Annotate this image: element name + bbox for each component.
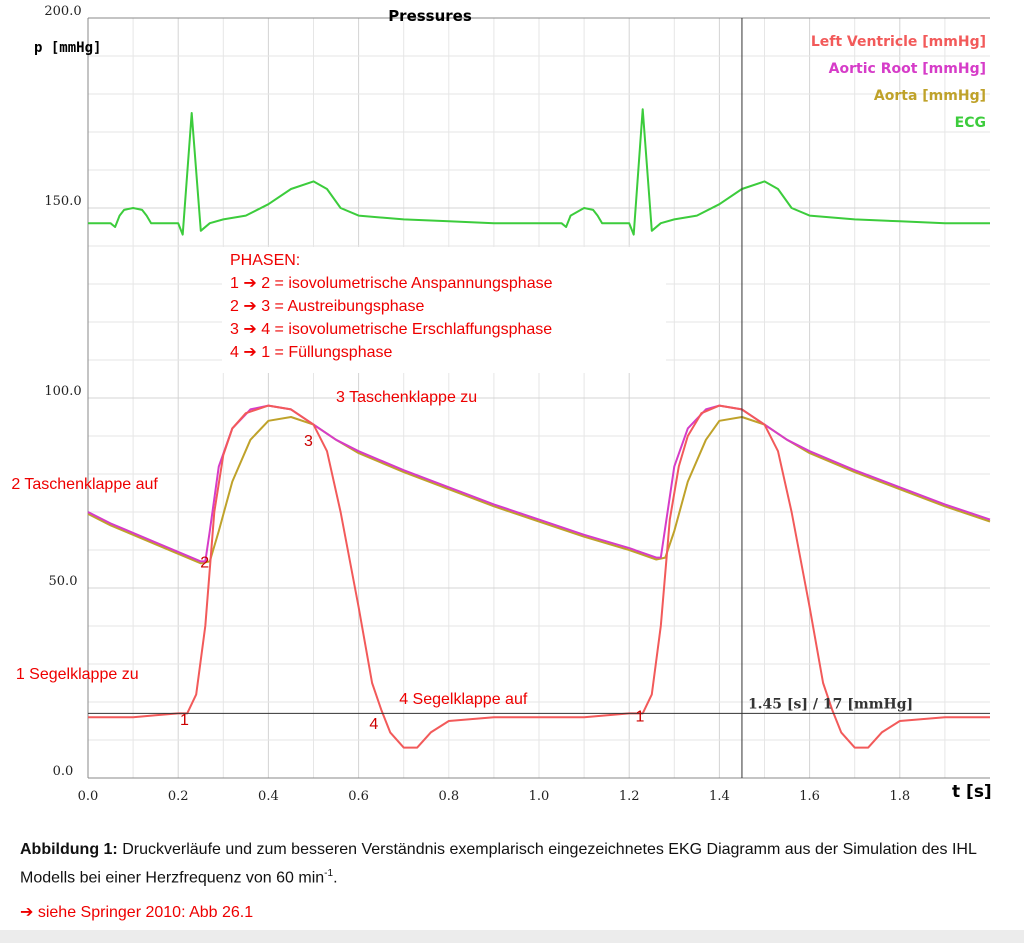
chart-title: Pressures xyxy=(388,7,472,25)
legend-entry: Aorta [mmHg] xyxy=(874,88,986,104)
chart-series xyxy=(87,108,991,749)
axis-ticks: 0.0 0.2 0.4 0.6 0.8 1.0 1.2 1.4 1.6 1.8 0.0 50.0 100… xyxy=(44,4,910,804)
chart-grid xyxy=(87,17,990,779)
phases-annotation-box: PHASEN: 1 ➔ 2 = isovolumetrische Anspannu… xyxy=(222,247,666,373)
legend-entry: Left Ventricle [mmHg] xyxy=(811,34,986,50)
y-axis-label: p [mmHg] xyxy=(34,40,101,56)
annotation-label: 2 Taschenklappe auf xyxy=(11,476,158,493)
annotation-label: 3 Taschenklappe zu xyxy=(336,389,477,406)
x-tick-label: 1.6 xyxy=(799,789,820,804)
phase-item: 3 ➔ 4 = isovolumetrische Erschlaffungsph… xyxy=(230,321,552,338)
x-tick-label: 0.0 xyxy=(78,789,99,804)
x-tick-label: 1.8 xyxy=(889,789,910,804)
x-tick-label: 1.4 xyxy=(709,789,730,804)
phase-marker: 4 xyxy=(369,716,378,733)
x-tick-label: 0.2 xyxy=(168,789,189,804)
legend-entry: Aortic Root [mmHg] xyxy=(829,61,986,77)
phase-marker: 1 xyxy=(180,712,189,729)
y-tick-label: 150.0 xyxy=(44,194,81,209)
phase-item: 2 ➔ 3 = Austreibungsphase xyxy=(230,298,425,315)
annotation-label: 1 Segelklappe zu xyxy=(16,666,139,683)
cursor-crosshair: 1.45 [s] / 17 [mmHg] xyxy=(88,18,990,778)
phase-marker: 2 xyxy=(200,554,209,571)
chart-legend: Left Ventricle [mmHg] Aortic Root [mmHg] A… xyxy=(811,34,986,131)
y-tick-label: 50.0 xyxy=(49,574,78,589)
x-axis-label: t [s] xyxy=(952,782,992,802)
y-tick-label: 200.0 xyxy=(44,4,81,19)
caption-label: Abbildung 1: xyxy=(20,841,118,858)
figure-caption: Abbildung 1: Druckverläufe und zum besse… xyxy=(20,838,1010,890)
legend-entry: ECG xyxy=(955,115,986,131)
x-tick-label: 0.8 xyxy=(438,789,459,804)
cursor-readout: 1.45 [s] / 17 [mmHg] xyxy=(748,696,913,712)
phases-title: PHASEN: xyxy=(230,252,300,269)
x-tick-label: 1.0 xyxy=(529,789,550,804)
y-tick-label: 100.0 xyxy=(44,384,81,399)
x-tick-label: 0.4 xyxy=(258,789,279,804)
caption-end: . xyxy=(333,869,338,887)
x-tick-label: 0.6 xyxy=(348,789,369,804)
series-line-left-ventricle xyxy=(88,404,990,749)
phase-marker: 1 xyxy=(635,708,644,725)
annotation-label: 4 Segelklappe auf xyxy=(399,691,528,708)
reference-link[interactable]: ➔ siehe Springer 2010: Abb 26.1 xyxy=(20,904,254,921)
phase-item: 4 ➔ 1 = Füllungsphase xyxy=(230,344,393,361)
pressures-chart: 0.0 0.2 0.4 0.6 0.8 1.0 1.2 1.4 1.6 1.8 0.0 50.0 100… xyxy=(11,4,992,804)
chart-annotations: 3 Taschenklappe zu 2 Taschenklappe auf 1 S… xyxy=(11,389,644,733)
phase-marker: 3 xyxy=(304,433,313,450)
caption-text: Druckverläufe und zum besseren Verständn… xyxy=(20,841,977,887)
caption-superscript: -1 xyxy=(324,868,334,879)
x-tick-label: 1.2 xyxy=(619,789,640,804)
phase-item: 1 ➔ 2 = isovolumetrische Anspannungsphas… xyxy=(230,275,553,292)
y-tick-label: 0.0 xyxy=(53,764,74,779)
series-line-ecg xyxy=(88,108,990,236)
bottom-divider xyxy=(0,930,1024,943)
